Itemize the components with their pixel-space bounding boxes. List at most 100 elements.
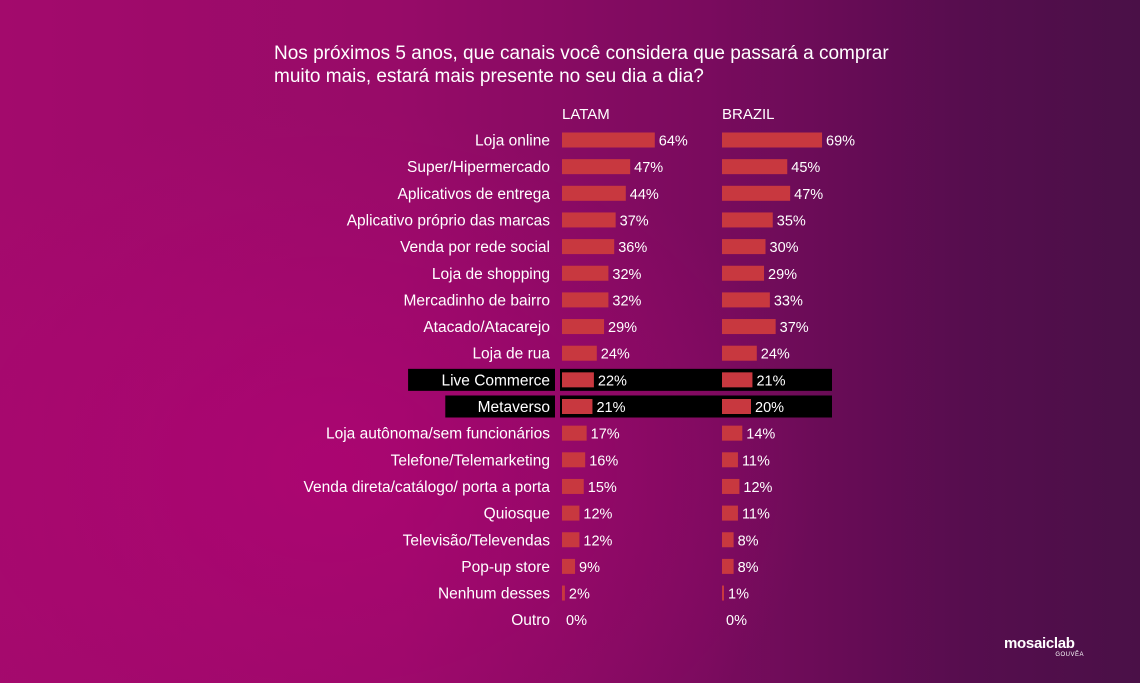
value-label-latam-televisao-televendas: 12% xyxy=(583,533,612,549)
value-label-brazil-outro: 0% xyxy=(726,613,747,629)
value-label-latam-metaverso: 21% xyxy=(596,400,625,416)
bar-latam-quiosque xyxy=(562,505,580,521)
category-label-super-hipermercado: Super/Hipermercado xyxy=(407,159,550,176)
value-label-brazil-aplicativo-proprio-das-marcas: 35% xyxy=(777,213,806,229)
category-label-aplicativo-proprio-das-marcas: Aplicativo próprio das marcas xyxy=(347,212,551,229)
category-label-metaverso: Metaverso xyxy=(478,399,550,416)
category-label-atacado-atacarejo: Atacado/Atacarejo xyxy=(423,319,550,336)
mosaiclab-logo: mosaiclab GOUVÊA xyxy=(1004,635,1094,659)
value-label-latam-outro: 0% xyxy=(566,613,587,629)
value-label-brazil-loja-online: 69% xyxy=(826,134,855,150)
value-label-brazil-loja-de-shopping: 29% xyxy=(768,267,797,283)
value-label-brazil-aplicativos-de-entrega: 47% xyxy=(794,187,823,203)
value-label-latam-nenhum-desses: 2% xyxy=(569,587,590,603)
value-label-brazil-telefone-telemarketing: 11% xyxy=(742,453,770,469)
highlight-band-label-live-commerce xyxy=(408,368,555,391)
category-label-loja-de-shopping: Loja de shopping xyxy=(432,266,550,283)
value-label-latam-atacado-atacarejo: 29% xyxy=(608,320,637,336)
bar-brazil-metaverso xyxy=(722,399,751,414)
value-label-brazil-atacado-atacarejo: 37% xyxy=(780,320,809,336)
bar-brazil-venda-por-rede-social xyxy=(722,239,766,255)
bar-brazil-loja-online xyxy=(722,132,823,148)
bar-latam-loja-online xyxy=(562,132,655,148)
value-label-brazil-quiosque: 11% xyxy=(742,507,770,523)
bar-latam-atacado-atacarejo xyxy=(562,319,605,335)
bar-brazil-aplicativo-proprio-das-marcas xyxy=(722,212,773,228)
bar-brazil-nenhum-desses xyxy=(722,585,724,601)
bar-brazil-super-hipermercado xyxy=(722,159,788,175)
category-label-venda-por-rede-social: Venda por rede social xyxy=(400,239,550,256)
value-label-brazil-televisao-televendas: 8% xyxy=(738,533,759,549)
category-label-live-commerce: Live Commerce xyxy=(441,372,550,389)
bar-brazil-loja-de-rua xyxy=(722,345,757,361)
category-label-aplicativos-de-entrega: Aplicativos de entrega xyxy=(397,186,550,203)
bar-latam-live-commerce xyxy=(562,372,594,388)
value-label-latam-pop-up-store: 9% xyxy=(579,560,600,576)
value-label-brazil-venda-direta-catalogo-porta-a-porta: 12% xyxy=(743,480,772,496)
bar-latam-televisao-televendas xyxy=(562,532,580,548)
bar-latam-mercadinho-de-bairro xyxy=(562,292,609,308)
bar-brazil-live-commerce xyxy=(722,372,753,388)
value-label-latam-quiosque: 12% xyxy=(583,507,612,523)
bar-latam-loja-de-rua xyxy=(562,345,597,361)
value-label-latam-loja-online: 64% xyxy=(659,134,688,150)
value-label-latam-super-hipermercado: 47% xyxy=(634,160,663,176)
category-label-televisao-televendas: Televisão/Televendas xyxy=(403,532,551,549)
bar-brazil-televisao-televendas xyxy=(722,532,734,548)
highlight-band-label-metaverso xyxy=(445,395,555,418)
bar-latam-nenhum-desses xyxy=(562,585,565,601)
value-label-brazil-loja-de-rua: 24% xyxy=(761,347,790,363)
highlight-band-bars-live-commerce xyxy=(560,368,832,391)
value-label-brazil-super-hipermercado: 45% xyxy=(791,160,820,176)
bar-brazil-mercadinho-de-bairro xyxy=(722,292,770,308)
chart-title: Nos próximos 5 anos, que canais você con… xyxy=(274,43,889,87)
value-label-latam-aplicativo-proprio-das-marcas: 37% xyxy=(620,213,649,229)
value-label-latam-loja-de-rua: 24% xyxy=(601,347,630,363)
category-label-mercadinho-de-bairro: Mercadinho de bairro xyxy=(404,292,550,309)
category-label-loja-de-rua: Loja de rua xyxy=(472,346,550,363)
bar-brazil-aplicativos-de-entrega xyxy=(722,185,791,201)
bar-brazil-atacado-atacarejo xyxy=(722,319,776,335)
value-label-brazil-metaverso: 20% xyxy=(755,400,784,416)
bar-latam-telefone-telemarketing xyxy=(562,452,586,468)
bar-brazil-quiosque xyxy=(722,505,738,521)
bar-brazil-venda-direta-catalogo-porta-a-porta xyxy=(722,478,740,494)
highlight-band-bars-metaverso xyxy=(560,395,832,418)
bar-brazil-loja-de-shopping xyxy=(722,265,765,281)
bar-latam-aplicativo-proprio-das-marcas xyxy=(562,212,616,228)
series-header-latam: LATAM xyxy=(562,106,610,123)
bar-latam-aplicativos-de-entrega xyxy=(562,185,626,201)
bar-brazil-pop-up-store xyxy=(722,558,734,574)
category-label-loja-online: Loja online xyxy=(475,133,550,150)
category-label-telefone-telemarketing: Telefone/Telemarketing xyxy=(391,452,550,469)
value-label-brazil-loja-autonoma-sem-funcionarios: 14% xyxy=(746,427,775,443)
bar-latam-loja-autonoma-sem-funcionarios xyxy=(562,425,587,441)
bar-latam-venda-direta-catalogo-porta-a-porta xyxy=(562,478,584,494)
bar-latam-venda-por-rede-social xyxy=(562,239,615,255)
value-label-brazil-venda-por-rede-social: 30% xyxy=(770,240,799,256)
category-label-quiosque: Quiosque xyxy=(484,506,550,523)
bar-latam-super-hipermercado xyxy=(562,159,631,175)
value-label-brazil-live-commerce: 21% xyxy=(756,373,785,389)
value-label-latam-aplicativos-de-entrega: 44% xyxy=(630,187,659,203)
value-label-latam-loja-autonoma-sem-funcionarios: 17% xyxy=(591,427,620,443)
logo-sub-text: GOUVÊA xyxy=(1055,652,1084,658)
value-label-brazil-nenhum-desses: 1% xyxy=(728,587,749,603)
category-label-venda-direta-catalogo-porta-a-porta: Venda direta/catálogo/ porta a porta xyxy=(304,479,551,496)
value-label-latam-venda-por-rede-social: 36% xyxy=(618,240,647,256)
bar-brazil-loja-autonoma-sem-funcionarios xyxy=(722,425,743,441)
value-label-brazil-mercadinho-de-bairro: 33% xyxy=(774,293,803,309)
bar-latam-pop-up-store xyxy=(562,558,576,574)
category-label-outro: Outro xyxy=(511,612,550,629)
category-label-pop-up-store: Pop-up store xyxy=(461,559,550,576)
category-label-nenhum-desses: Nenhum desses xyxy=(438,586,550,603)
series-header-brazil: BRAZIL xyxy=(722,106,775,123)
bar-latam-loja-de-shopping xyxy=(562,265,609,281)
value-label-latam-loja-de-shopping: 32% xyxy=(612,267,641,283)
value-label-latam-mercadinho-de-bairro: 32% xyxy=(612,293,641,309)
category-label-loja-autonoma-sem-funcionarios: Loja autônoma/sem funcionários xyxy=(326,426,550,443)
bar-latam-metaverso xyxy=(562,399,593,414)
bar-brazil-telefone-telemarketing xyxy=(722,452,738,468)
logo-main-text: mosaiclab xyxy=(1004,635,1075,652)
